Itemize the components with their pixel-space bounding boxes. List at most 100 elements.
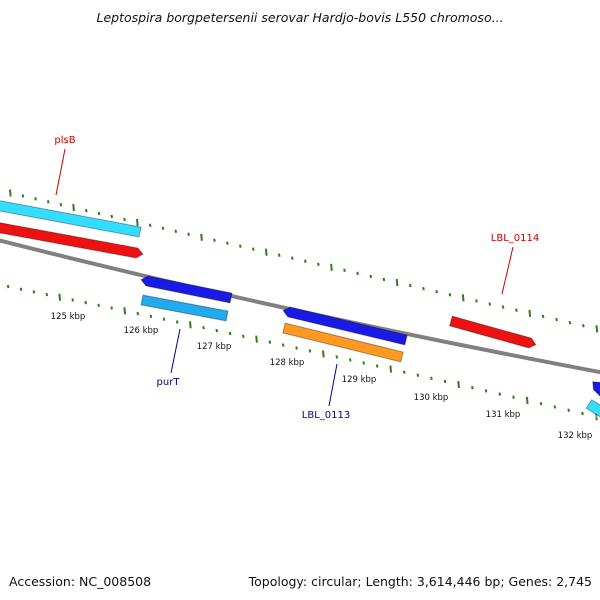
red-feature[interactable] bbox=[0, 221, 144, 259]
tick-mark bbox=[389, 365, 393, 373]
scale-label: 131 kbp bbox=[486, 410, 521, 420]
tick-mark bbox=[123, 217, 126, 222]
tick-mark bbox=[110, 306, 113, 310]
tick-mark bbox=[32, 290, 36, 294]
tick-mark bbox=[375, 364, 379, 368]
tick-mark bbox=[189, 321, 192, 329]
tick-mark bbox=[290, 256, 294, 260]
tick-mark bbox=[295, 346, 298, 350]
tick-mark bbox=[408, 283, 412, 288]
tick-mark bbox=[277, 253, 281, 257]
tick-mark bbox=[362, 361, 365, 365]
feature-highlight bbox=[287, 317, 406, 348]
tick-mark bbox=[268, 340, 272, 344]
feature-highlight bbox=[0, 233, 137, 261]
tick-mark bbox=[187, 232, 190, 236]
tick-mark bbox=[348, 358, 352, 362]
lightblue-feature[interactable] bbox=[140, 294, 229, 322]
tick-mark bbox=[97, 303, 100, 308]
tick-mark bbox=[457, 380, 460, 389]
leader-line bbox=[170, 328, 181, 374]
tick-mark bbox=[555, 317, 558, 322]
tick-mark bbox=[416, 373, 420, 377]
tick-mark bbox=[395, 278, 399, 287]
tick-mark bbox=[9, 189, 12, 197]
scale-label: 132 kbp bbox=[558, 431, 593, 441]
leader-line bbox=[55, 148, 66, 196]
label-leader-lines bbox=[55, 148, 514, 407]
cyan-feature[interactable] bbox=[0, 199, 142, 238]
red-feature[interactable] bbox=[449, 315, 537, 349]
gene-label[interactable]: purT bbox=[157, 377, 181, 388]
tick-mark bbox=[335, 355, 339, 359]
tick-mark bbox=[525, 396, 529, 405]
tick-mark bbox=[308, 349, 312, 353]
tick-mark bbox=[161, 226, 165, 230]
gene-labels: plsB purT LBL_0113 LBL_0114 bbox=[54, 135, 539, 421]
tick-mark bbox=[136, 218, 139, 226]
feature-highlight bbox=[449, 326, 529, 351]
tick-mark bbox=[515, 308, 518, 312]
tick-mark bbox=[34, 197, 37, 201]
cyan-feature[interactable] bbox=[585, 399, 600, 418]
gene-label[interactable]: LBL_0113 bbox=[302, 410, 350, 421]
feature-highlight bbox=[0, 211, 140, 240]
tick-mark bbox=[239, 244, 242, 248]
tick-mark bbox=[512, 395, 515, 399]
tick-mark bbox=[471, 386, 474, 390]
tick-mark bbox=[72, 204, 75, 212]
blue-feature[interactable] bbox=[592, 381, 600, 398]
tick-mark bbox=[430, 376, 433, 381]
tick-mark bbox=[402, 370, 406, 374]
feature-highlight bbox=[145, 286, 231, 306]
leader-line bbox=[328, 363, 338, 407]
scale-label: 130 kbp bbox=[414, 393, 449, 403]
tick-mark bbox=[148, 223, 152, 228]
tick-mark bbox=[581, 411, 584, 416]
tick-mark bbox=[528, 309, 532, 317]
tick-mark bbox=[228, 331, 232, 336]
tick-mark bbox=[317, 262, 320, 266]
tick-mark bbox=[382, 277, 386, 282]
tick-mark bbox=[162, 317, 166, 321]
outer-tick-track bbox=[9, 189, 599, 333]
tick-mark bbox=[369, 274, 373, 279]
tick-mark bbox=[356, 271, 359, 276]
blue-feature[interactable] bbox=[282, 306, 408, 346]
tick-mark bbox=[136, 311, 140, 316]
tick-mark bbox=[226, 241, 229, 245]
tick-mark bbox=[322, 350, 325, 358]
tick-mark bbox=[174, 229, 178, 233]
tick-mark bbox=[71, 298, 74, 302]
scale-label: 129 kbp bbox=[342, 375, 377, 385]
scale-label: 126 kbp bbox=[124, 326, 159, 336]
tick-mark bbox=[567, 408, 570, 412]
tick-mark bbox=[84, 300, 87, 305]
map-title: Leptospira borgpetersenii serovar Hardjo… bbox=[96, 10, 504, 25]
tick-mark bbox=[85, 208, 88, 213]
tick-mark bbox=[110, 214, 114, 219]
tick-mark bbox=[448, 293, 452, 297]
tick-mark bbox=[255, 335, 258, 343]
tick-mark bbox=[553, 405, 557, 409]
accession-label: Accession: NC_008508 bbox=[9, 574, 152, 589]
gene-label[interactable]: LBL_0114 bbox=[491, 233, 539, 244]
gene-label[interactable]: plsB bbox=[54, 135, 75, 146]
tick-mark bbox=[241, 334, 245, 338]
blue-feature[interactable] bbox=[140, 275, 233, 304]
tick-mark bbox=[202, 325, 205, 330]
tick-mark bbox=[200, 233, 203, 241]
scale-label: 127 kbp bbox=[197, 342, 232, 352]
tick-mark bbox=[461, 294, 465, 302]
scale-label: 128 kbp bbox=[270, 358, 305, 368]
orange-feature[interactable] bbox=[282, 322, 404, 363]
tick-mark bbox=[58, 293, 62, 301]
tick-mark bbox=[45, 292, 49, 297]
tick-mark bbox=[330, 263, 333, 271]
tick-mark bbox=[19, 287, 23, 291]
tick-mark bbox=[539, 401, 543, 406]
tick-mark bbox=[443, 379, 447, 384]
tick-mark bbox=[343, 268, 346, 273]
tick-mark bbox=[595, 325, 599, 333]
